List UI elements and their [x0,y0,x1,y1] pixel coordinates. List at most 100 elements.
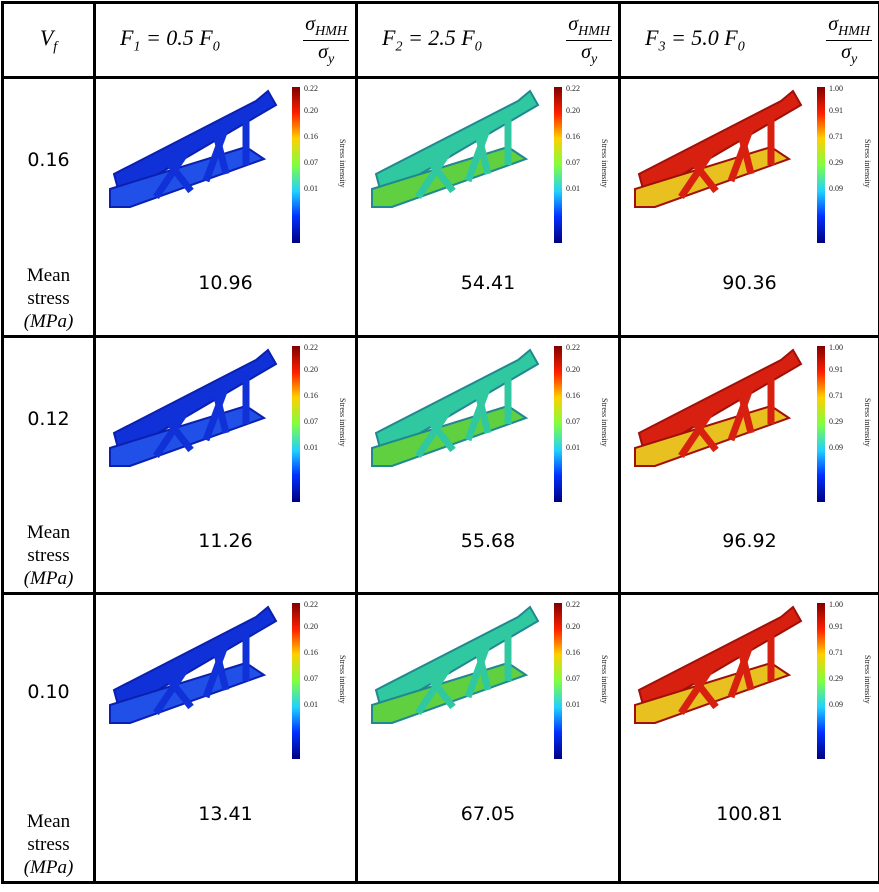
colorbar-tick: 0.20 [304,106,318,115]
truss-member [202,125,230,183]
colorbar-tick: 0.22 [566,600,580,609]
truss-member [425,672,456,710]
colorbar-tick: 0.22 [566,343,580,352]
subscript: HMH [315,23,347,39]
vf-content: 0.10 Mean stress (MPa) [4,595,93,881]
stress-plot: 0.22 0.20 0.16 0.07 0.01 Stress intensity [109,84,347,243]
result-cell: 0.22 0.20 0.16 0.07 0.01 Stress intensity 10.9… [93,76,358,338]
math-text: σ [581,40,591,63]
math-text: V [39,24,54,50]
stress-plot: 0.22 0.20 0.16 0.07 0.01 Stress intensity [109,600,347,759]
subscript: 2 [395,39,403,55]
subscript: HMH [578,23,610,39]
mean-stress: 96.92 [722,530,777,552]
vf-cell: 0.12 Mean stress (MPa) [1,335,96,595]
mean-label-line: stress [27,834,70,855]
truss-member [153,143,194,199]
data-row: 0.10 Mean stress (MPa) 0.22 0.20 0.16 0.07 0.01 S… [1,592,879,884]
data-row: 0.12 Mean stress (MPa) 0.22 0.20 0.16 0.07 0.01 S… [1,335,879,595]
mean-label-line: (MPa) [23,311,74,332]
colorbar-label: Stress intensity [863,139,872,188]
truss-member [163,415,194,453]
truss-member [425,156,456,194]
truss-member [678,143,719,199]
colorbar [817,87,825,243]
mean-label-line: Mean [26,522,71,543]
subscript: 3 [658,39,666,55]
subscript: HMH [838,23,870,39]
colorbar-tick: 0.09 [829,443,843,452]
colorbar-tick: 0.20 [304,622,318,631]
header-content: F3 = 5.0 F0 σHMH σy [621,13,878,68]
truss-member [153,659,194,715]
colorbar-tick: 0.09 [829,184,843,193]
colorbar-tick: 0.07 [304,417,318,426]
truss-member [688,156,719,194]
colorbar-tick: 0.01 [304,443,318,452]
stress-plot: 0.22 0.20 0.16 0.07 0.01 Stress intensity [371,84,609,243]
mean-label-line: stress [27,288,70,309]
colorbar-tick: 0.20 [566,622,580,631]
vf-value: 0.10 [27,681,70,703]
result-cell: 0.22 0.20 0.16 0.07 0.01 Stress intensity 13.4… [93,592,358,884]
vf-cell: 0.10 Mean stress (MPa) [1,592,96,884]
colorbar-tick: 0.20 [304,365,318,374]
math-text: = 5.0 F [665,24,738,50]
colorbar-label: Stress intensity [338,398,347,447]
colorbar-tick: 0.16 [566,391,580,400]
mean-label-line: (MPa) [23,568,74,589]
truss-member [202,384,230,442]
subscript: 0 [737,39,745,55]
truss-member [153,402,194,458]
result-cell: 0.22 0.20 0.16 0.07 0.01 Stress intensity 55.6… [355,335,621,595]
mean-label-line: stress [27,545,70,566]
subscript: f [53,39,58,55]
colorbar [292,346,300,502]
truss-member [415,402,456,458]
colorbar-tick: 0.22 [304,84,318,93]
truss-member [464,125,492,183]
truss-member [688,672,719,710]
truss-member [727,125,755,183]
numerator: σHMH [303,13,349,41]
header-content: F1 = 0.5 F0 σHMH σy [96,13,355,68]
math-text: σ [318,40,328,63]
mean-label: Mean stress (MPa) [24,264,74,333]
force-label: F1 = 0.5 F0 [120,25,220,55]
subscript: 1 [133,39,141,55]
stress-plot: 0.22 0.20 0.16 0.07 0.01 Stress intensity [109,343,347,502]
colorbar-tick: 0.71 [829,391,843,400]
denominator: σy [318,41,334,68]
mean-label-line: Mean [26,265,71,286]
colorbar-tick: 0.01 [566,184,580,193]
mean-stress: 10.96 [198,272,253,294]
denominator: σy [841,41,857,68]
colorbar-tick: 1.00 [829,343,843,352]
colorbar-tick: 0.07 [304,158,318,167]
colorbar-tick: 0.07 [566,417,580,426]
colorbar-tick: 0.91 [829,106,843,115]
math-text: F [120,24,134,50]
mean-stress: 11.26 [198,530,253,552]
mean-stress: 67.05 [460,803,516,825]
vf-value: 0.12 [27,408,70,430]
mean-stress: 90.36 [722,272,777,294]
vf-value: 0.16 [27,149,70,171]
math-text: F [382,24,396,50]
stress-plot: 1.00 0.91 0.71 0.29 0.09 Stress intensity [634,343,872,502]
truss-member [678,659,719,715]
stress-plot: 1.00 0.91 0.71 0.29 0.09 Stress intensity [634,600,872,759]
result-cell: 1.00 0.91 0.71 0.29 0.09 Stress intensity 96.9… [618,335,879,595]
stress-ratio: σHMH σy [303,13,349,68]
header-cell: F3 = 5.0 F0 σHMH σy [618,1,879,79]
result-cell: 0.22 0.20 0.16 0.07 0.01 Stress intensity 54.4… [355,76,621,338]
truss-member [202,641,230,699]
math-text: = 2.5 F [402,24,475,50]
colorbar [817,603,825,759]
colorbar [292,87,300,243]
colorbar-label: Stress intensity [863,655,872,704]
colorbar-label: Stress intensity [600,398,609,447]
truss-member [464,641,492,699]
denominator: σy [581,41,597,68]
